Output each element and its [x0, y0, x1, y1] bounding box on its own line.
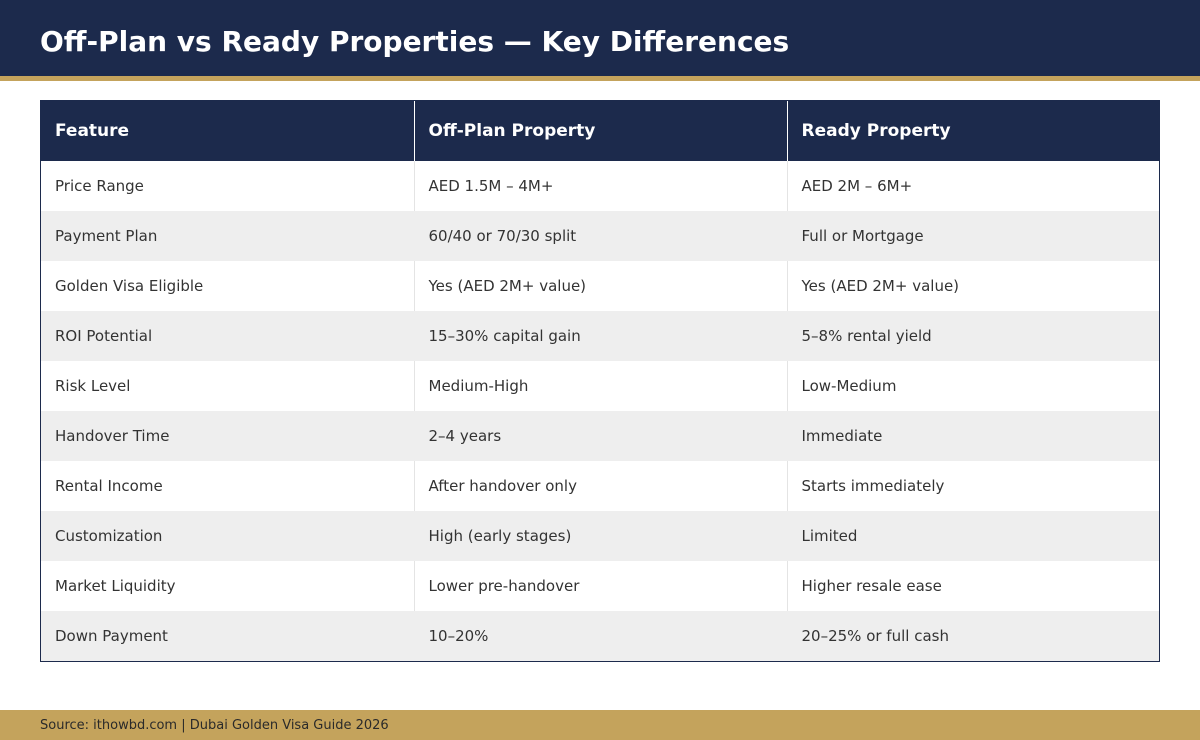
table-row: Customization High (early stages) Limite…: [41, 511, 1159, 561]
feature-cell: Price Range: [41, 161, 414, 211]
off-plan-cell: Yes (AED 2M+ value): [413, 261, 787, 311]
table-row: Handover Time 2–4 years Immediate: [41, 411, 1159, 461]
ready-cell: Yes (AED 2M+ value): [786, 261, 1159, 311]
table-row: Down Payment 10–20% 20–25% or full cash: [41, 611, 1159, 661]
table-row: Price Range AED 1.5M – 4M+ AED 2M – 6M+: [41, 161, 1159, 211]
ready-cell: Immediate: [786, 411, 1159, 461]
table-row: Rental Income After handover only Starts…: [41, 461, 1159, 511]
column-header-ready: Ready Property: [786, 101, 1159, 161]
column-header-off-plan: Off-Plan Property: [413, 101, 787, 161]
off-plan-cell: High (early stages): [413, 511, 787, 561]
off-plan-cell: 60/40 or 70/30 split: [413, 211, 787, 261]
feature-cell: Rental Income: [41, 461, 414, 511]
table-header-row: Feature Off-Plan Property Ready Property: [41, 101, 1159, 161]
feature-cell: Market Liquidity: [41, 561, 414, 611]
column-header-feature: Feature: [41, 101, 414, 161]
footer-bar: Source: ithowbd.com | Dubai Golden Visa …: [0, 710, 1200, 740]
table-row: Golden Visa Eligible Yes (AED 2M+ value)…: [41, 261, 1159, 311]
table-row: Market Liquidity Lower pre-handover High…: [41, 561, 1159, 611]
feature-cell: Handover Time: [41, 411, 414, 461]
ready-cell: Full or Mortgage: [786, 211, 1159, 261]
feature-cell: Down Payment: [41, 611, 414, 661]
ready-cell: 5–8% rental yield: [786, 311, 1159, 361]
feature-cell: ROI Potential: [41, 311, 414, 361]
ready-cell: Limited: [786, 511, 1159, 561]
ready-cell: Higher resale ease: [786, 561, 1159, 611]
off-plan-cell: AED 1.5M – 4M+: [413, 161, 787, 211]
ready-cell: Starts immediately: [786, 461, 1159, 511]
feature-cell: Risk Level: [41, 361, 414, 411]
title-bar: Off-Plan vs Ready Properties — Key Diffe…: [0, 0, 1200, 81]
ready-cell: 20–25% or full cash: [786, 611, 1159, 661]
feature-cell: Payment Plan: [41, 211, 414, 261]
ready-cell: AED 2M – 6M+: [786, 161, 1159, 211]
table-row: Risk Level Medium-High Low-Medium: [41, 361, 1159, 411]
off-plan-cell: Medium-High: [413, 361, 787, 411]
off-plan-cell: 2–4 years: [413, 411, 787, 461]
ready-cell: Low-Medium: [786, 361, 1159, 411]
off-plan-cell: After handover only: [413, 461, 787, 511]
table-row: ROI Potential 15–30% capital gain 5–8% r…: [41, 311, 1159, 361]
table-row: Payment Plan 60/40 or 70/30 split Full o…: [41, 211, 1159, 261]
source-note: Source: ithowbd.com | Dubai Golden Visa …: [40, 718, 389, 733]
off-plan-cell: 10–20%: [413, 611, 787, 661]
off-plan-cell: 15–30% capital gain: [413, 311, 787, 361]
off-plan-cell: Lower pre-handover: [413, 561, 787, 611]
page-title: Off-Plan vs Ready Properties — Key Diffe…: [40, 25, 790, 58]
comparison-table: Feature Off-Plan Property Ready Property…: [40, 100, 1160, 662]
feature-cell: Customization: [41, 511, 414, 561]
feature-cell: Golden Visa Eligible: [41, 261, 414, 311]
